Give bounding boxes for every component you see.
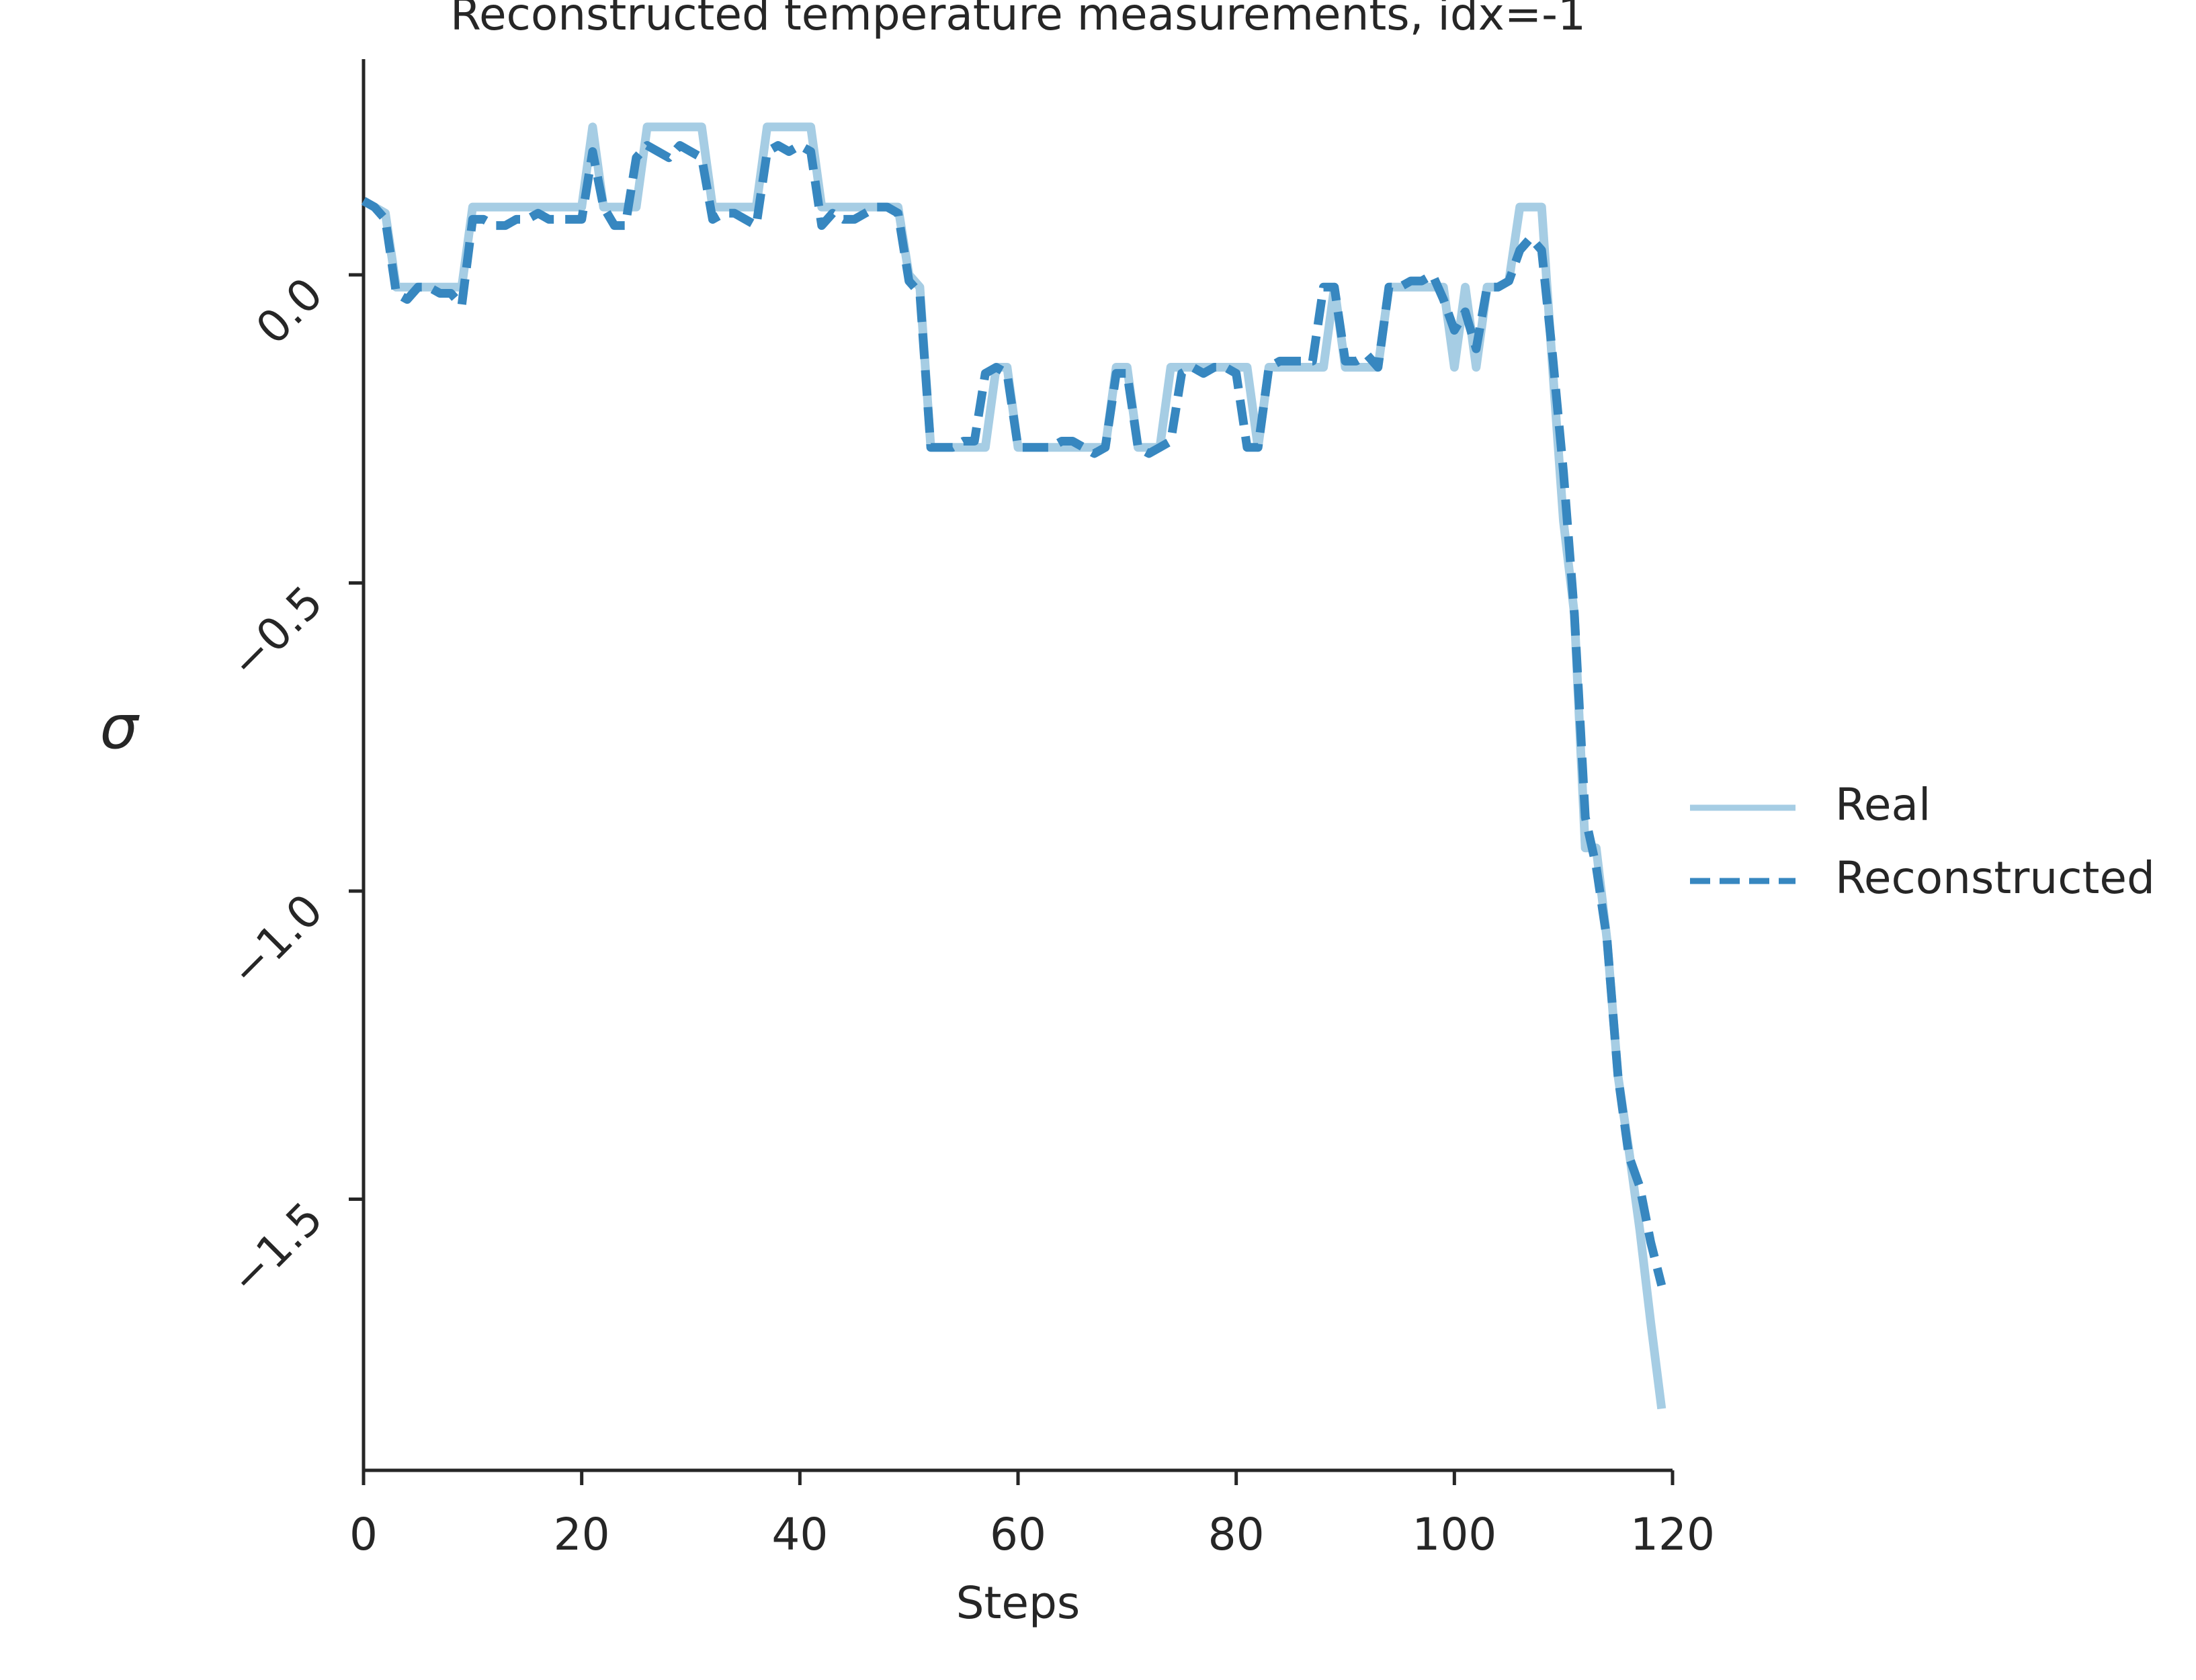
chart-title: Reconstructed temperature measurements, … [450, 0, 1586, 40]
y-axis-label: σ [99, 692, 140, 763]
y-tick-label: 0.0 [246, 268, 333, 355]
x-tick-label: 100 [1412, 1509, 1496, 1560]
x-tick-label: 80 [1208, 1509, 1265, 1560]
x-tick-label: 0 [349, 1509, 378, 1560]
series-line [361, 140, 1666, 1287]
legend-label: Real [1835, 779, 1931, 831]
x-tick-label: 20 [554, 1509, 610, 1560]
x-axis-label: Steps [956, 1577, 1081, 1629]
x-tick-label: 120 [1630, 1509, 1715, 1560]
y-tick-label: −1.5 [220, 1192, 333, 1305]
y-tick-label: −1.0 [220, 884, 333, 997]
x-tick-label: 40 [771, 1509, 828, 1560]
x-tick-label: 60 [990, 1509, 1046, 1560]
legend-label: Reconstructed [1835, 852, 2155, 904]
y-tick-label: −0.5 [220, 576, 333, 689]
